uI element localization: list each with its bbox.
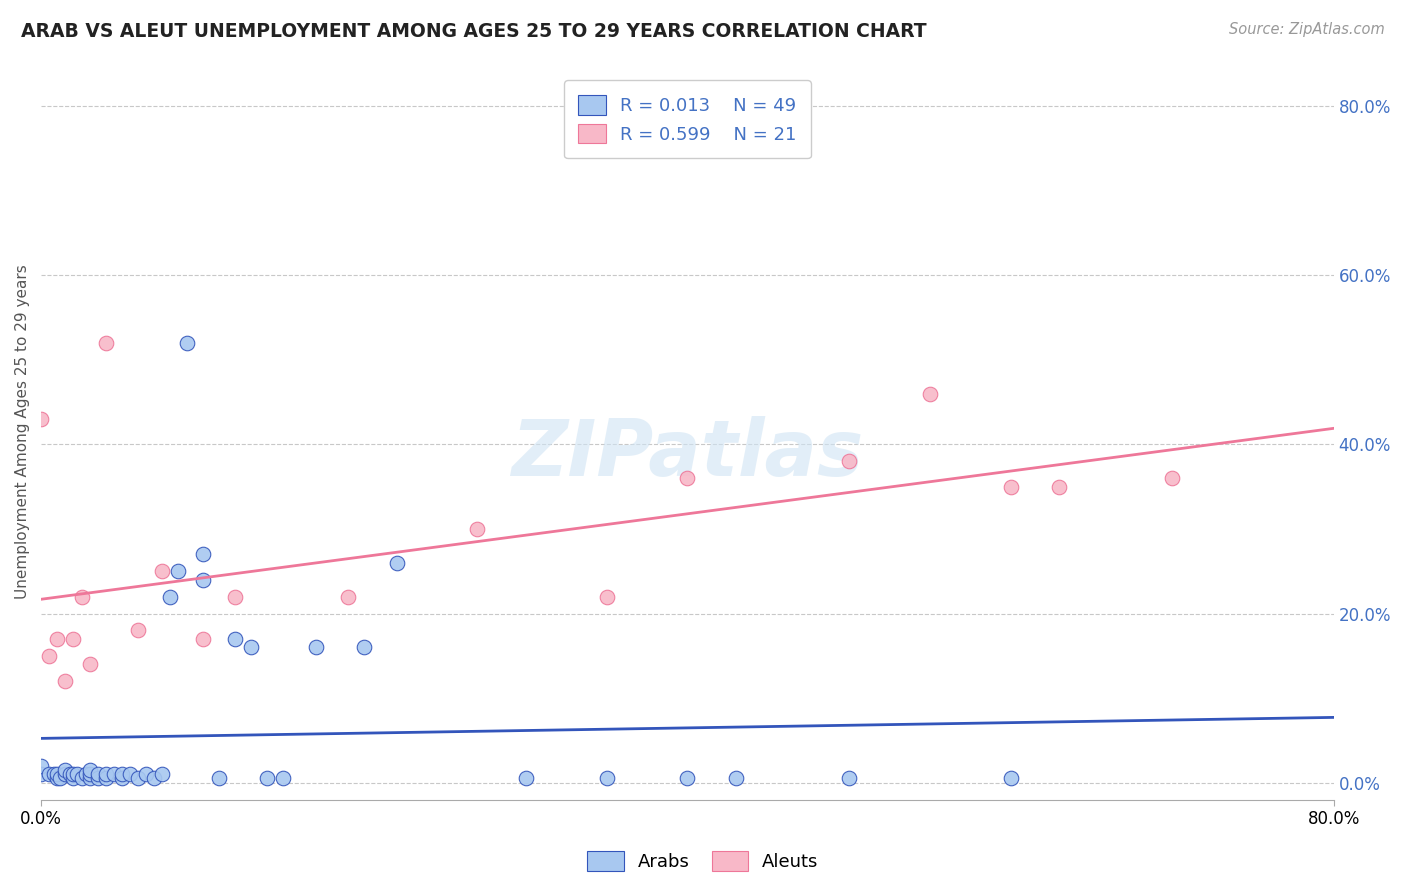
- Point: [53, 767, 76, 781]
- Point: [176, 336, 198, 351]
- Point: [1000, 480, 1022, 494]
- Legend: Arabs, Aleuts: Arabs, Aleuts: [581, 844, 825, 879]
- Point: [46, 767, 69, 781]
- Point: [79, 763, 101, 777]
- Point: [62, 772, 84, 786]
- Point: [159, 590, 181, 604]
- Point: [838, 772, 860, 786]
- Point: [30, 758, 52, 772]
- Point: [59, 767, 82, 781]
- Point: [150, 767, 173, 781]
- Point: [191, 573, 214, 587]
- Point: [191, 547, 214, 561]
- Point: [86, 772, 108, 786]
- Point: [38, 648, 60, 663]
- Point: [118, 767, 141, 781]
- Point: [70, 590, 93, 604]
- Point: [86, 767, 108, 781]
- Point: [224, 590, 246, 604]
- Point: [38, 767, 60, 781]
- Point: [918, 386, 941, 401]
- Point: [79, 772, 101, 786]
- Point: [66, 767, 89, 781]
- Point: [273, 772, 295, 786]
- Point: [191, 632, 214, 646]
- Text: Source: ZipAtlas.com: Source: ZipAtlas.com: [1229, 22, 1385, 37]
- Point: [676, 772, 699, 786]
- Point: [46, 772, 69, 786]
- Point: [62, 632, 84, 646]
- Point: [240, 640, 263, 655]
- Point: [49, 772, 72, 786]
- Point: [224, 632, 246, 646]
- Point: [167, 564, 190, 578]
- Legend: R = 0.013    N = 49, R = 0.599    N = 21: R = 0.013 N = 49, R = 0.599 N = 21: [564, 80, 811, 158]
- Point: [724, 772, 747, 786]
- Point: [353, 640, 375, 655]
- Point: [515, 772, 537, 786]
- Point: [127, 624, 149, 638]
- Point: [103, 767, 125, 781]
- Point: [150, 564, 173, 578]
- Point: [111, 772, 134, 786]
- Point: [1047, 480, 1070, 494]
- Point: [111, 767, 134, 781]
- Point: [62, 767, 84, 781]
- Point: [467, 522, 489, 536]
- Point: [595, 772, 617, 786]
- Point: [838, 454, 860, 468]
- Point: [143, 772, 166, 786]
- Point: [53, 674, 76, 689]
- Point: [595, 590, 617, 604]
- Point: [46, 632, 69, 646]
- Point: [256, 772, 278, 786]
- Point: [94, 772, 117, 786]
- Point: [135, 767, 157, 781]
- Point: [30, 412, 52, 426]
- Point: [127, 772, 149, 786]
- Point: [79, 657, 101, 672]
- Point: [676, 471, 699, 485]
- Point: [94, 767, 117, 781]
- Point: [1000, 772, 1022, 786]
- Point: [1161, 471, 1184, 485]
- Point: [385, 556, 408, 570]
- Text: ARAB VS ALEUT UNEMPLOYMENT AMONG AGES 25 TO 29 YEARS CORRELATION CHART: ARAB VS ALEUT UNEMPLOYMENT AMONG AGES 25…: [21, 22, 927, 41]
- Y-axis label: Unemployment Among Ages 25 to 29 years: Unemployment Among Ages 25 to 29 years: [15, 264, 30, 599]
- Point: [53, 763, 76, 777]
- Point: [70, 772, 93, 786]
- Point: [79, 767, 101, 781]
- Point: [305, 640, 328, 655]
- Point: [337, 590, 360, 604]
- Point: [94, 336, 117, 351]
- Point: [75, 767, 97, 781]
- Point: [208, 772, 231, 786]
- Point: [42, 767, 65, 781]
- Text: ZIPatlas: ZIPatlas: [512, 416, 863, 491]
- Point: [30, 767, 52, 781]
